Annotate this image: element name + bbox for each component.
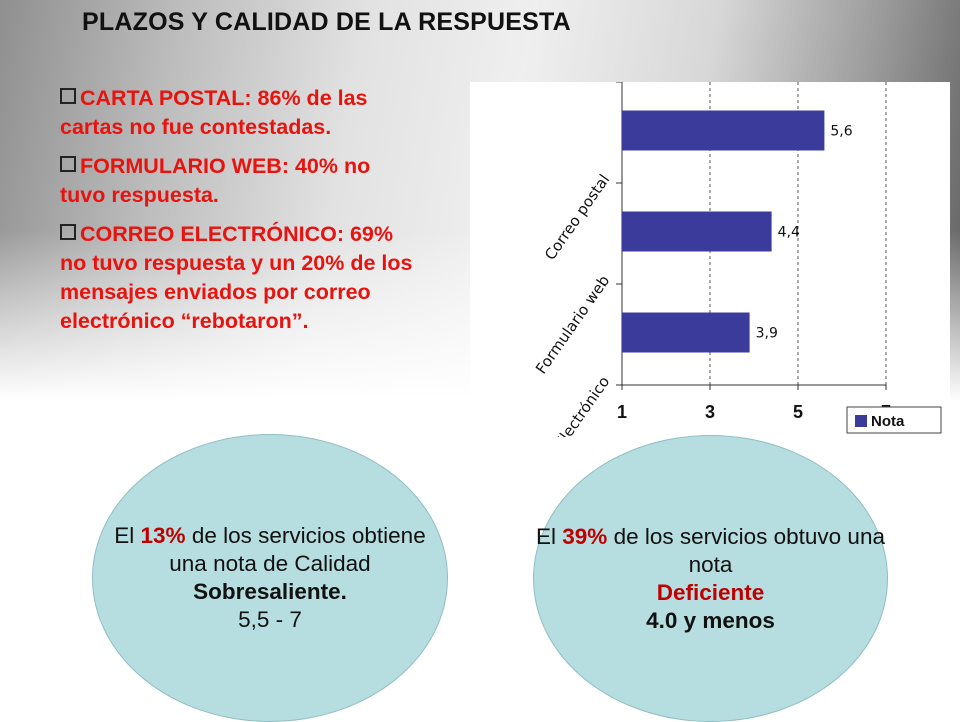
page-title: PLAZOS Y CALIDAD DE LA RESPUESTA [82, 8, 571, 36]
legend-swatch [855, 415, 867, 427]
percent-value: 39% [562, 523, 608, 549]
bullet-text: FORMULARIO WEB: 40% no tuvo respuesta. [60, 154, 371, 207]
percent-value: 13% [140, 523, 186, 548]
category-label: Correo postal [541, 171, 613, 264]
bar-value-label: 4,4 [778, 225, 800, 241]
legend-label: Nota [871, 413, 905, 430]
bullet-formulario-web: FORMULARIO WEB: 40% no tuvo respuesta. [60, 152, 420, 210]
ellipse-text: El 39% de los servicios obtuvo una nota … [536, 523, 885, 633]
bullet-correo-electronico: CORREO ELECTRÓNICO: 69% no tuvo respuest… [60, 220, 420, 336]
ellipse-text: El 13% de los servicios obtiene una nota… [114, 523, 426, 632]
checkbox-bullet-icon [60, 88, 76, 104]
grade-label: Deficiente [656, 579, 765, 605]
bullet-text: CARTA POSTAL: 86% de las cartas no fue c… [60, 86, 368, 139]
grade-range: 5,5 - 7 [238, 607, 302, 632]
bullet-carta-postal: CARTA POSTAL: 86% de las cartas no fue c… [60, 84, 420, 142]
checkbox-bullet-icon [60, 224, 76, 240]
x-tick-label: 5 [793, 402, 803, 422]
x-tick-label: 3 [705, 402, 715, 422]
grade-range: 4.0 y menos [646, 607, 775, 633]
bar-2 [622, 211, 772, 252]
category-label: Formulario web [532, 272, 613, 377]
x-tick-label: 1 [617, 402, 627, 422]
bullet-text: CORREO ELECTRÓNICO: 69% no tuvo respuest… [60, 222, 413, 333]
bar-1 [622, 110, 825, 151]
ellipse-deficiente: El 39% de los servicios obtuvo una nota … [533, 435, 888, 722]
bar-value-label: 3,9 [756, 326, 778, 342]
bar-value-label: 5,6 [830, 124, 852, 140]
bar-3 [622, 312, 750, 353]
ellipse-sobresaliente: El 13% de los servicios obtiene una nota… [92, 434, 448, 722]
checkbox-bullet-icon [60, 156, 76, 172]
grade-label: Sobresaliente. [193, 579, 347, 604]
bullet-list: CARTA POSTAL: 86% de las cartas no fue c… [60, 84, 420, 346]
category-label: Correo Electrónico [520, 373, 614, 437]
